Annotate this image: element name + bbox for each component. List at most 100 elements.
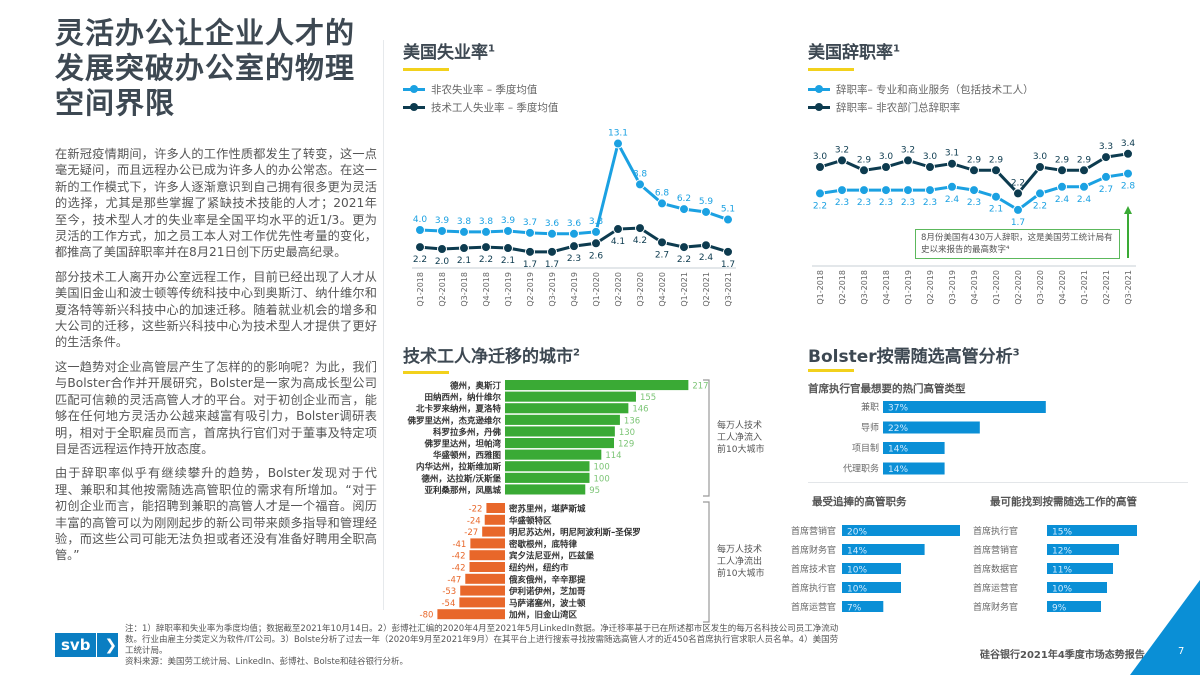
data-label: 2.4 xyxy=(699,253,714,263)
data-label: 2.7 xyxy=(655,250,669,260)
data-point xyxy=(969,185,979,196)
data-label: 2.2 xyxy=(677,255,691,265)
data-label: 5.1 xyxy=(721,205,735,215)
value-label: 10% xyxy=(847,585,867,595)
body-text: 在新冠疫情期间，许多人的工作性质都发生了转变，这一点毫无疑问，而且远程办公已成为… xyxy=(55,146,377,572)
data-point xyxy=(547,228,557,239)
outflow-bar xyxy=(465,573,505,584)
value-label: 114 xyxy=(605,451,621,461)
data-point xyxy=(1013,204,1023,215)
title-underline xyxy=(808,68,854,71)
data-point xyxy=(1057,181,1067,192)
data-point xyxy=(903,155,913,166)
migration-bar-chart: 德州，奥斯汀 217 田纳西州，纳什维尔 155 北卡罗来纳州，夏洛特 146 佛罗里达州，… xyxy=(406,379,764,623)
data-point xyxy=(903,185,913,196)
value-label: 130 xyxy=(619,428,635,438)
legend-marker-icon xyxy=(403,102,425,111)
quits-legend: 辞职率– 专业和商业服务（包括技术工人） 辞职率– 非农部门总辞职率 xyxy=(808,80,1034,116)
data-point xyxy=(881,162,891,172)
category-label: 首席运营官 xyxy=(973,582,1018,594)
data-label: 2.2 xyxy=(813,201,827,211)
data-point xyxy=(525,246,535,257)
outflow-bar xyxy=(469,550,505,561)
data-point xyxy=(1123,168,1133,179)
data-point xyxy=(1035,188,1045,199)
bar xyxy=(1047,525,1137,536)
data-label: 4.1 xyxy=(611,237,625,247)
data-point xyxy=(947,158,957,169)
data-label: 3.3 xyxy=(1099,142,1113,152)
data-point xyxy=(1079,165,1089,176)
x-tick-label: Q1-2019 xyxy=(904,270,913,305)
data-point xyxy=(1057,165,1067,176)
legend-marker-icon xyxy=(403,84,425,93)
data-point xyxy=(657,237,667,248)
value-label: 14% xyxy=(888,445,908,455)
value-label: 9% xyxy=(1052,604,1067,614)
value-label: -42 xyxy=(452,564,466,574)
data-point xyxy=(459,243,469,254)
x-tick-label: Q2-2021 xyxy=(702,272,711,307)
data-label: 3.2 xyxy=(835,145,849,155)
bracket-label: 工人净流出 xyxy=(717,555,762,567)
legend-marker-icon xyxy=(808,102,830,111)
unemployment-chart-title: 美国失业率1 xyxy=(403,43,495,63)
data-label: 3.0 xyxy=(923,152,938,162)
data-label: 2.3 xyxy=(923,198,937,208)
data-label: 3.1 xyxy=(945,149,959,159)
data-point xyxy=(459,226,469,237)
data-point xyxy=(859,165,869,176)
value-label: 10% xyxy=(847,566,867,576)
data-point xyxy=(415,225,425,235)
data-label: 2.2 xyxy=(1033,201,1047,211)
value-label: -27 xyxy=(464,528,478,538)
outflow-bar xyxy=(460,585,505,596)
value-label: -47 xyxy=(447,575,461,585)
data-label: 2.9 xyxy=(967,155,982,165)
value-label: 217 xyxy=(692,382,708,392)
legend-item: 非农失业率 – 季度均值 xyxy=(403,80,558,98)
data-point xyxy=(613,138,623,149)
unemployment-legend: 非农失业率 – 季度均值 技术工人失业率 – 季度均值 xyxy=(403,80,558,116)
value-label: -22 xyxy=(469,505,483,515)
outflow-bar xyxy=(459,597,505,608)
value-label: -54 xyxy=(441,599,455,609)
outflow-bar xyxy=(469,562,505,572)
city-label: 亚利桑那州，凤凰城 xyxy=(424,485,501,496)
bar xyxy=(842,601,884,612)
legend-item: 辞职率– 专业和商业服务（包括技术工人） xyxy=(808,80,1034,98)
city-label: 佛罗里达州，坦帕湾 xyxy=(423,439,501,450)
data-point xyxy=(969,165,979,176)
category-label: 首席营销官 xyxy=(791,525,836,537)
x-tick-label: Q3-2019 xyxy=(948,270,957,305)
inflow-bar xyxy=(505,380,689,391)
data-label: 2.3 xyxy=(567,254,581,264)
city-label: 内华达州，拉斯维加斯 xyxy=(416,462,502,473)
data-label: 3.7 xyxy=(523,218,537,228)
outflow-bar xyxy=(470,538,505,549)
bracket xyxy=(703,501,710,623)
city-label: 俄亥俄州，辛辛那提 xyxy=(508,574,586,585)
data-label: 3.6 xyxy=(545,219,560,229)
inflow-bar xyxy=(505,426,615,437)
x-tick-label: Q3-2020 xyxy=(636,272,645,307)
city-label: 纽约州，纽约市 xyxy=(509,563,569,574)
data-point xyxy=(569,228,579,239)
x-tick-label: Q4-2020 xyxy=(1058,270,1067,305)
data-point xyxy=(881,185,891,196)
data-point xyxy=(947,181,957,192)
data-label: 3.8 xyxy=(457,217,472,227)
data-point xyxy=(503,243,513,254)
page-number: 7 xyxy=(1178,646,1185,657)
bar xyxy=(1047,563,1113,574)
data-label: 8.8 xyxy=(633,169,648,179)
arrow-head-icon xyxy=(1124,206,1132,214)
data-point xyxy=(437,225,447,236)
x-tick-label: Q2-2019 xyxy=(526,272,535,307)
unemployment-line-chart: Q1-2018 Q2-2018 Q3-2018 Q4-2018 Q1-2019 Q2-20… xyxy=(412,129,736,307)
bolster-title: Bolster按需随选高管分析3 xyxy=(808,347,1020,367)
city-label: 明尼苏达州，明尼阿波利斯–圣保罗 xyxy=(509,527,641,538)
bolster-bar-charts: 兼职 37% 导师 22% 项目制 14% 代理职务 14% 首席营销官 20% 首席财务官 14% 首… xyxy=(791,401,1137,614)
data-point xyxy=(547,246,557,257)
x-tick-label: Q1-2020 xyxy=(992,270,1001,305)
